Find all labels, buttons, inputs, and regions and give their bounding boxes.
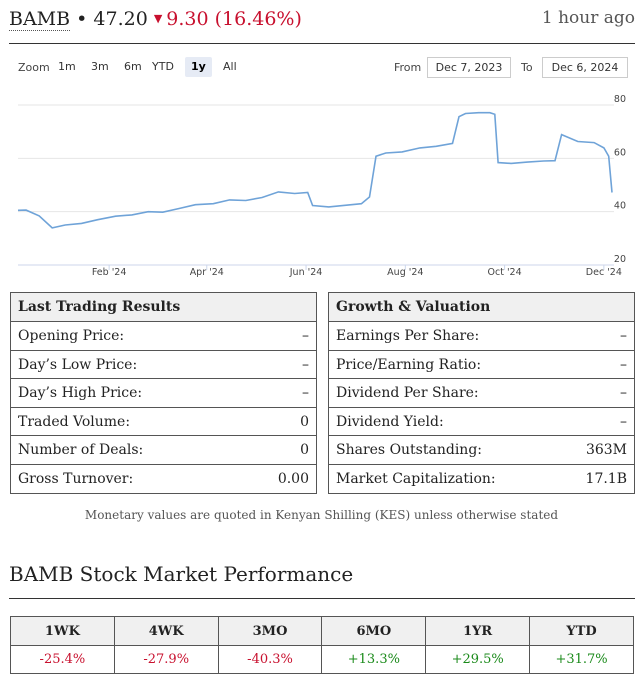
- range-button-1m[interactable]: 1m: [58, 60, 76, 73]
- stat-value: –: [302, 385, 309, 401]
- stat-value: –: [620, 385, 627, 401]
- range-button-1y[interactable]: 1y: [185, 57, 212, 77]
- perf-header-6mo: 6MO: [321, 616, 427, 646]
- stat-row: Gross Turnover: 0.00: [11, 465, 316, 494]
- performance-value-row: -25.4% -27.9% -40.3% +13.3% +29.5% +31.7…: [10, 645, 634, 674]
- performance-divider: [9, 598, 635, 599]
- stat-row: Dividend Yield: –: [329, 408, 634, 436]
- stat-label: Number of Deals:: [18, 442, 144, 458]
- panel-title: Growth & Valuation: [329, 293, 634, 322]
- x-tick-label: Feb '24: [92, 267, 127, 278]
- chart-toolbar: Zoom 1m 3m 6m YTD 1y All From Dec 7, 202…: [18, 57, 628, 79]
- stat-value: 0.00: [277, 470, 309, 487]
- to-label: To: [521, 61, 533, 74]
- perf-header-3mo: 3MO: [217, 616, 323, 646]
- ticker-line: BAMB • 47.20 ▼ 9.30 (16.46%): [9, 8, 302, 31]
- performance-header-row: 1WK 4WK 3MO 6MO 1YR YTD: [10, 616, 634, 646]
- header-divider: [9, 43, 635, 44]
- triangle-down-icon: ▼: [153, 12, 163, 25]
- currency-note: Monetary values are quoted in Kenyan Shi…: [84, 508, 559, 522]
- stat-label: Market Capitalization:: [336, 470, 496, 487]
- stat-row: Price/Earning Ratio: –: [329, 351, 634, 379]
- zoom-label: Zoom: [18, 61, 50, 74]
- y-tick-label: 40: [614, 201, 626, 212]
- stat-label: Day’s Low Price:: [18, 356, 138, 373]
- stat-value: 363M: [585, 442, 627, 458]
- stat-value: –: [620, 356, 627, 373]
- to-date-input[interactable]: Dec 6, 2024: [542, 57, 628, 78]
- range-button-3m[interactable]: 3m: [91, 60, 109, 73]
- perf-value-4wk: -27.9%: [113, 645, 219, 674]
- stat-label: Price/Earning Ratio:: [336, 356, 482, 373]
- perf-value-1yr: +29.5%: [425, 645, 531, 674]
- stat-row: Traded Volume: 0: [11, 408, 316, 436]
- stat-label: Day’s High Price:: [18, 385, 143, 401]
- perf-value-3mo: -40.3%: [217, 645, 323, 674]
- stat-value: 17.1B: [585, 470, 627, 487]
- perf-header-ytd: YTD: [529, 616, 634, 646]
- range-button-ytd[interactable]: YTD: [152, 60, 174, 73]
- stat-label: Gross Turnover:: [18, 470, 134, 487]
- growth-valuation-panel: Growth & Valuation Earnings Per Share: – …: [328, 292, 635, 494]
- price-series-line: [17, 111, 613, 229]
- price-chart[interactable]: 80 60 40 20 Feb '24 Apr '24 Jun '24 Aug '24 Oct…: [0, 95, 643, 285]
- perf-value-6mo: +13.3%: [321, 645, 427, 674]
- x-tick-label: Jun '24: [289, 267, 323, 278]
- stat-value: –: [302, 356, 309, 373]
- stat-row: Market Capitalization: 17.1B: [329, 465, 634, 494]
- stat-row: Day’s High Price: –: [11, 379, 316, 408]
- performance-title: BAMB Stock Market Performance: [9, 562, 354, 586]
- x-tick-label: Dec '24: [586, 267, 622, 278]
- x-axis-ticks: [108, 265, 605, 270]
- perf-header-1wk: 1WK: [10, 616, 115, 646]
- x-tick-label: Apr '24: [190, 267, 224, 278]
- stat-row: Day’s Low Price: –: [11, 351, 316, 379]
- stat-value: 0: [300, 413, 309, 430]
- panel-title: Last Trading Results: [11, 293, 316, 322]
- stat-row: Opening Price: –: [11, 322, 316, 351]
- stat-row: Dividend Per Share: –: [329, 379, 634, 408]
- ticker-symbol[interactable]: BAMB: [9, 8, 71, 31]
- performance-table: 1WK 4WK 3MO 6MO 1YR YTD -25.4% -27.9% -4…: [10, 616, 634, 674]
- stat-label: Earnings Per Share:: [336, 328, 480, 344]
- y-tick-label: 60: [614, 147, 626, 158]
- last-trading-panel: Last Trading Results Opening Price: – Day…: [10, 292, 317, 494]
- from-date-input[interactable]: Dec 7, 2023: [427, 57, 511, 78]
- y-axis-labels: 80 60 40 20: [614, 95, 626, 265]
- x-tick-label: Aug '24: [387, 267, 423, 278]
- perf-header-4wk: 4WK: [113, 616, 219, 646]
- stat-row: Number of Deals: 0: [11, 436, 316, 465]
- y-tick-label: 20: [614, 254, 626, 265]
- range-button-all[interactable]: All: [223, 60, 237, 73]
- stat-row: Shares Outstanding: 363M: [329, 436, 634, 465]
- x-axis-labels: Feb '24 Apr '24 Jun '24 Aug '24 Oct '24 Dec '…: [92, 267, 622, 278]
- stat-value: –: [620, 328, 627, 344]
- y-tick-label: 80: [614, 95, 626, 105]
- last-price: 47.20: [93, 8, 148, 30]
- quote-header: BAMB • 47.20 ▼ 9.30 (16.46%) 1 hour ago: [9, 6, 635, 36]
- stat-label: Dividend Per Share:: [336, 385, 479, 401]
- stat-value: –: [620, 413, 627, 430]
- stat-value: 0: [300, 442, 309, 458]
- chart-grid: [18, 104, 614, 266]
- perf-header-1yr: 1YR: [425, 616, 531, 646]
- last-updated: 1 hour ago: [541, 8, 635, 28]
- stat-label: Dividend Yield:: [336, 413, 444, 430]
- stat-label: Traded Volume:: [18, 413, 131, 430]
- stat-row: Earnings Per Share: –: [329, 322, 634, 351]
- x-tick-label: Oct '24: [488, 267, 522, 278]
- from-label: From: [394, 61, 422, 74]
- price-change: 9.30 (16.46%): [166, 8, 302, 30]
- range-button-6m[interactable]: 6m: [124, 60, 142, 73]
- stat-label: Shares Outstanding:: [336, 442, 482, 458]
- perf-value-1wk: -25.4%: [10, 645, 115, 674]
- stat-label: Opening Price:: [18, 328, 125, 344]
- perf-value-ytd: +31.7%: [529, 645, 634, 674]
- bullet-separator: •: [70, 8, 94, 30]
- stat-value: –: [302, 328, 309, 344]
